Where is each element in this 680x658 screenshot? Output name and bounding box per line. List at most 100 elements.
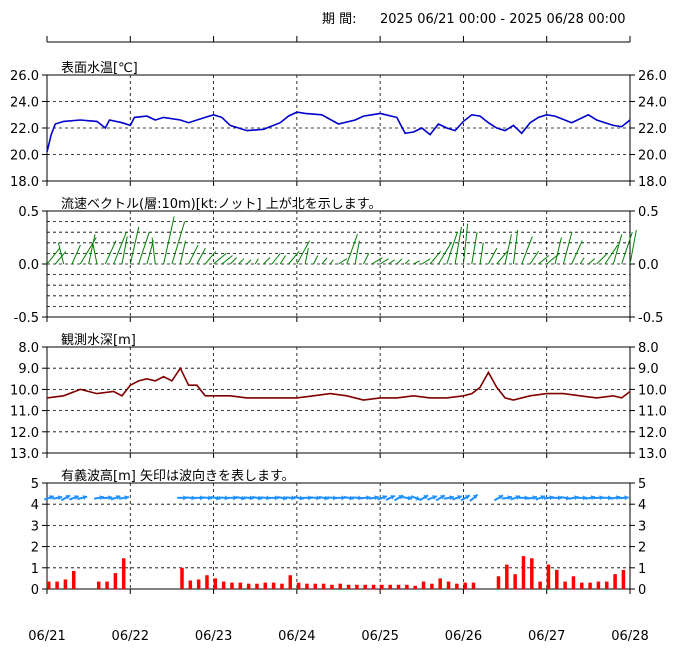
current-vector xyxy=(338,258,348,265)
y-tick-right: -0.5 xyxy=(638,311,663,326)
y-tick-right: 5 xyxy=(638,477,646,492)
arrow-head xyxy=(316,495,321,501)
arrow-head xyxy=(82,495,88,500)
panel-title: 表面水温[℃] xyxy=(61,61,138,76)
arrow-head xyxy=(374,495,379,501)
wave-direction-arrow xyxy=(493,494,504,502)
arrow-head xyxy=(191,495,196,501)
current-vector xyxy=(621,232,633,265)
wave-height-bar xyxy=(105,581,109,589)
wave-height-bar xyxy=(313,583,318,589)
y-tick-left: 0.5 xyxy=(18,205,39,220)
wave-direction-arrow xyxy=(210,495,221,501)
wave-direction-arrow xyxy=(93,495,105,501)
wave-direction-arrow xyxy=(385,494,396,501)
wave-height-bar xyxy=(71,570,76,589)
wave-height-bar xyxy=(221,581,226,589)
current-vector xyxy=(446,232,458,265)
wave-height-bar xyxy=(613,574,617,589)
arrow-head xyxy=(440,495,445,500)
arrow-head xyxy=(183,495,188,501)
wave-direction-arrow xyxy=(277,495,288,501)
wave-height-bar xyxy=(213,578,218,589)
wave-direction-arrow xyxy=(77,495,88,501)
wave-direction-arrow xyxy=(377,495,388,501)
current-vector xyxy=(54,250,67,265)
arrow-head xyxy=(324,495,329,501)
current-vector xyxy=(562,232,573,265)
wave-height-bar xyxy=(47,581,51,589)
current-vector xyxy=(288,250,300,265)
y-tick-right: 0 xyxy=(638,583,646,598)
wave-direction-arrow xyxy=(235,495,246,501)
arrow-head xyxy=(57,495,63,501)
current-vector xyxy=(371,257,383,265)
wave-direction-arrow xyxy=(352,495,363,501)
x-tick-label: 06/23 xyxy=(195,629,232,644)
current-vector xyxy=(363,253,370,265)
wave-height-bar xyxy=(388,584,392,589)
current-vector xyxy=(588,258,596,265)
y-tick-left: 26.0 xyxy=(10,69,39,84)
wave-height-bar xyxy=(380,584,384,589)
wave-height-bar xyxy=(113,573,118,589)
arrow-head xyxy=(549,495,554,501)
wave-height-bar xyxy=(563,581,567,589)
wave-direction-arrow xyxy=(568,495,579,501)
wave-direction-arrow xyxy=(535,495,546,501)
wave-direction-arrow xyxy=(318,495,329,501)
y-tick-left: 3 xyxy=(31,519,39,534)
current-vector xyxy=(163,216,175,265)
y-tick-right: 4 xyxy=(638,498,646,513)
y-tick-left: 12.0 xyxy=(10,426,39,441)
wave-height-bar xyxy=(546,564,551,589)
wave-direction-arrow xyxy=(560,495,571,501)
current-vector xyxy=(104,240,117,265)
y-tick-right: 2 xyxy=(638,541,646,556)
arrow-head xyxy=(349,495,354,501)
current-vector xyxy=(263,257,271,265)
y-tick-right: 22.0 xyxy=(638,122,667,137)
y-tick-left: 4 xyxy=(31,498,39,513)
wave-height-bar xyxy=(230,582,234,589)
wave-height-bar xyxy=(413,585,417,589)
wave-height-bar xyxy=(63,579,68,589)
current-vector xyxy=(271,253,281,265)
wave-direction-arrow xyxy=(443,495,454,501)
current-vector xyxy=(146,240,154,265)
y-tick-left: 11.0 xyxy=(10,405,39,420)
current-vector xyxy=(429,250,442,265)
current-vector xyxy=(454,226,462,265)
wave-direction-arrow xyxy=(260,495,271,501)
current-vector xyxy=(313,255,319,265)
arrow-head xyxy=(115,495,121,500)
wave-direction-arrow xyxy=(293,495,304,501)
wave-height-bar xyxy=(180,567,184,589)
arrow-head xyxy=(266,495,271,501)
current-vector xyxy=(438,242,452,265)
arrow-head xyxy=(407,495,413,501)
wave-direction-arrow xyxy=(368,495,379,501)
current-vector xyxy=(462,223,469,265)
x-tick-label: 06/25 xyxy=(361,629,398,644)
wave-height-bar xyxy=(521,556,526,589)
wave-direction-arrow xyxy=(393,494,404,502)
current-vector xyxy=(496,250,508,265)
x-tick-label: 06/28 xyxy=(611,629,648,644)
current-vector xyxy=(471,232,478,265)
wave-height-bar xyxy=(196,579,201,589)
arrow-head xyxy=(465,495,470,500)
wave-height-bar xyxy=(405,584,409,589)
current-vector xyxy=(354,240,360,265)
y-tick-right: 18.0 xyxy=(638,175,667,190)
y-tick-left: 5 xyxy=(31,477,39,492)
wave-height-bar xyxy=(446,581,451,589)
arrow-head xyxy=(507,495,512,501)
y-tick-right: 26.0 xyxy=(638,69,667,84)
wave-height-bar xyxy=(421,581,426,589)
wave-direction-arrow xyxy=(501,495,513,501)
y-tick-right: 10.0 xyxy=(638,383,667,398)
wave-height-bar xyxy=(338,583,342,589)
current-vector xyxy=(279,255,286,265)
wave-height-bar xyxy=(538,581,542,589)
